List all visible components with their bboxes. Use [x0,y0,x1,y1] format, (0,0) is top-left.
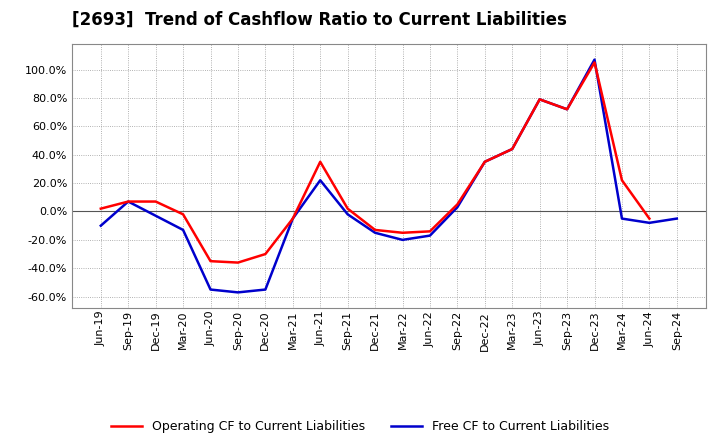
Legend: Operating CF to Current Liabilities, Free CF to Current Liabilities: Operating CF to Current Liabilities, Fre… [106,415,614,438]
Free CF to Current Liabilities [590,57,599,62]
Free CF to Current Liabilities [480,159,489,165]
Line: Free CF to Current Liabilities: Free CF to Current Liabilities [101,59,677,293]
Operating CF to Current Liabilities [453,202,462,207]
Operating CF to Current Liabilities [480,159,489,165]
Operating CF to Current Liabilities [590,60,599,65]
Operating CF to Current Liabilities [316,159,325,165]
Operating CF to Current Liabilities [179,212,187,217]
Operating CF to Current Liabilities [151,199,160,204]
Free CF to Current Liabilities [453,205,462,210]
Free CF to Current Liabilities [206,287,215,292]
Free CF to Current Liabilities [179,227,187,233]
Free CF to Current Liabilities [261,287,270,292]
Operating CF to Current Liabilities [206,259,215,264]
Operating CF to Current Liabilities [618,178,626,183]
Operating CF to Current Liabilities [426,229,434,234]
Free CF to Current Liabilities [233,290,242,295]
Free CF to Current Liabilities [343,212,352,217]
Operating CF to Current Liabilities [508,147,516,152]
Operating CF to Current Liabilities [289,216,297,221]
Free CF to Current Liabilities [618,216,626,221]
Operating CF to Current Liabilities [371,227,379,233]
Free CF to Current Liabilities [316,178,325,183]
Free CF to Current Liabilities [398,237,407,242]
Free CF to Current Liabilities [96,223,105,228]
Free CF to Current Liabilities [124,199,132,204]
Free CF to Current Liabilities [151,213,160,218]
Operating CF to Current Liabilities [563,106,572,112]
Operating CF to Current Liabilities [261,251,270,257]
Line: Operating CF to Current Liabilities: Operating CF to Current Liabilities [101,62,649,263]
Free CF to Current Liabilities [645,220,654,225]
Operating CF to Current Liabilities [124,199,132,204]
Operating CF to Current Liabilities [343,206,352,211]
Operating CF to Current Liabilities [96,206,105,211]
Free CF to Current Liabilities [426,233,434,238]
Operating CF to Current Liabilities [398,230,407,235]
Operating CF to Current Liabilities [233,260,242,265]
Free CF to Current Liabilities [371,230,379,235]
Text: [2693]  Trend of Cashflow Ratio to Current Liabilities: [2693] Trend of Cashflow Ratio to Curren… [72,11,567,29]
Operating CF to Current Liabilities [536,97,544,102]
Free CF to Current Liabilities [289,216,297,221]
Free CF to Current Liabilities [536,97,544,102]
Free CF to Current Liabilities [672,216,681,221]
Free CF to Current Liabilities [563,106,572,112]
Free CF to Current Liabilities [508,147,516,152]
Operating CF to Current Liabilities [645,216,654,221]
